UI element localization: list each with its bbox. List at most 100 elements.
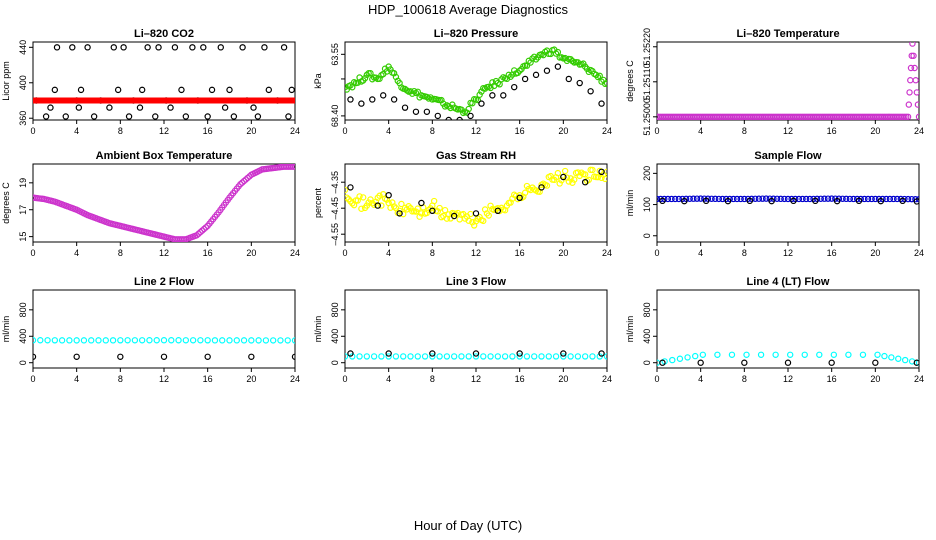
x-tick-label: 24 bbox=[290, 374, 300, 384]
data-point bbox=[204, 353, 211, 360]
data-point bbox=[291, 337, 295, 344]
data-point bbox=[914, 101, 919, 108]
y-tick-label: 0 bbox=[18, 360, 28, 365]
panel-4: Gas Stream RH 0 4 8 12 16 20 24 –4.55 –4.45 –4.35 p… bbox=[313, 150, 612, 258]
data-point bbox=[269, 337, 277, 344]
data-point bbox=[189, 44, 196, 51]
data-point bbox=[385, 350, 392, 357]
data-point bbox=[84, 44, 91, 51]
data-point bbox=[833, 197, 841, 205]
data-point bbox=[182, 113, 190, 120]
data-point bbox=[117, 337, 124, 344]
data-point bbox=[828, 195, 835, 202]
data-point bbox=[469, 219, 476, 226]
data-point bbox=[494, 207, 502, 214]
data-point bbox=[915, 113, 919, 120]
series-band bbox=[33, 97, 295, 104]
x-tick-label: 12 bbox=[783, 126, 793, 136]
data-point bbox=[589, 166, 596, 174]
data-point bbox=[843, 195, 850, 203]
data-point bbox=[850, 195, 857, 203]
data-point bbox=[356, 193, 363, 200]
data-point bbox=[359, 194, 367, 201]
data-point bbox=[476, 91, 483, 98]
data-point bbox=[414, 353, 421, 360]
data-point bbox=[786, 351, 794, 358]
data-point bbox=[62, 113, 69, 120]
data-point bbox=[77, 86, 85, 94]
x-tick-label: 16 bbox=[203, 374, 213, 384]
x-tick-label: 12 bbox=[159, 374, 169, 384]
data-point bbox=[855, 197, 863, 205]
data-point bbox=[908, 195, 915, 203]
data-point bbox=[211, 337, 219, 344]
y-tick-label: 63.55 bbox=[330, 43, 340, 66]
data-point bbox=[167, 104, 174, 111]
data-point bbox=[204, 113, 211, 120]
y-axis-label: Licor ppm bbox=[1, 61, 11, 101]
data-point bbox=[250, 104, 257, 111]
data-point bbox=[160, 337, 168, 344]
data-point bbox=[138, 337, 146, 344]
y-tick-label: 51.25000 bbox=[642, 98, 652, 136]
data-point bbox=[659, 197, 666, 205]
data-point bbox=[363, 71, 371, 79]
data-point bbox=[418, 199, 425, 207]
data-point bbox=[560, 173, 567, 181]
y-axis-label: ml/min bbox=[625, 316, 635, 343]
data-point bbox=[904, 113, 912, 120]
data-point bbox=[681, 197, 688, 205]
data-point bbox=[109, 337, 117, 344]
data-point bbox=[378, 202, 385, 209]
data-point bbox=[51, 337, 59, 344]
data-point bbox=[901, 195, 908, 203]
x-tick-label: 12 bbox=[783, 248, 793, 258]
data-point bbox=[768, 197, 775, 205]
data-point bbox=[152, 113, 159, 120]
y-tick-label: 0 bbox=[642, 360, 652, 365]
data-point bbox=[487, 353, 494, 360]
data-point bbox=[189, 337, 197, 344]
data-point bbox=[830, 351, 838, 358]
panel-8: Line 4 (LT) Flow 0 4 8 12 16 20 24 0 400 800 ml/min bbox=[625, 276, 924, 384]
data-point bbox=[37, 337, 44, 344]
data-point bbox=[596, 72, 603, 80]
data-point bbox=[895, 355, 902, 362]
data-point bbox=[412, 108, 420, 115]
x-tick-label: 24 bbox=[914, 126, 924, 136]
data-point bbox=[598, 174, 605, 182]
data-point bbox=[569, 179, 576, 186]
data-point bbox=[217, 44, 224, 51]
data-point bbox=[661, 195, 668, 203]
data-point bbox=[390, 203, 398, 210]
x-tick-label: 24 bbox=[290, 248, 300, 258]
panel-title: Li–820 Temperature bbox=[736, 28, 839, 40]
data-points bbox=[657, 351, 919, 366]
data-point bbox=[403, 206, 411, 213]
data-point bbox=[345, 186, 349, 194]
data-point bbox=[474, 96, 482, 104]
data-point bbox=[888, 354, 895, 361]
data-point bbox=[730, 195, 737, 203]
x-tick-label: 4 bbox=[74, 126, 79, 136]
data-point bbox=[155, 44, 162, 51]
x-tick-label: 8 bbox=[742, 126, 747, 136]
data-point bbox=[571, 176, 578, 183]
data-point bbox=[692, 352, 699, 360]
data-point bbox=[594, 173, 602, 181]
x-tick-label: 20 bbox=[246, 126, 256, 136]
data-point bbox=[436, 353, 443, 360]
data-point bbox=[398, 200, 405, 208]
data-point bbox=[772, 351, 779, 358]
data-point bbox=[715, 195, 723, 203]
x-tick-label: 8 bbox=[430, 126, 435, 136]
y-tick-label: 51.25220 bbox=[642, 28, 652, 66]
data-point bbox=[441, 206, 449, 214]
data-point bbox=[182, 337, 190, 344]
data-point bbox=[280, 44, 288, 51]
data-point bbox=[784, 359, 792, 366]
data-point bbox=[125, 113, 133, 120]
data-point bbox=[603, 79, 607, 87]
data-point bbox=[574, 353, 582, 360]
data-point bbox=[120, 44, 127, 51]
